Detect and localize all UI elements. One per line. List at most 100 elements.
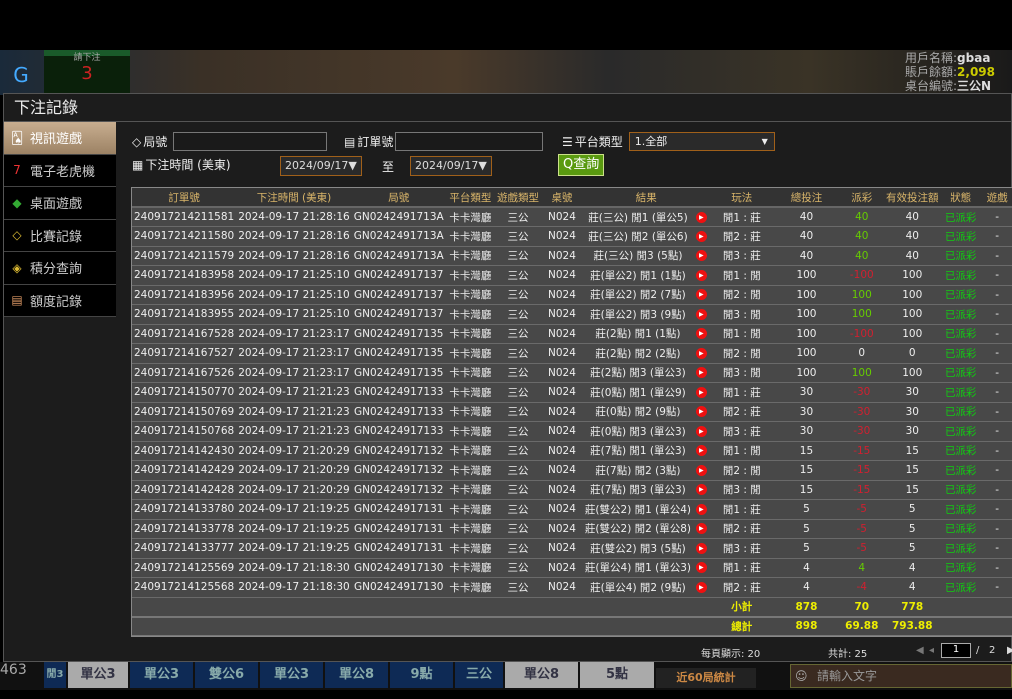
bet-records-modal: 下注記錄 🂡 視訊遊戲 7 電子老虎機 ◆ 桌面遊戲 ◇ 比賽記錄 ◈ 積分查詢 ▤ 額度記錄 ◇ 局號… xyxy=(3,93,1012,662)
cell-9: 40 xyxy=(839,226,885,247)
play-video-icon[interactable]: ▶ xyxy=(695,425,707,437)
prev-page-icon[interactable]: ◂ xyxy=(929,645,935,656)
cell-10: 30 xyxy=(884,402,941,422)
play-video-icon[interactable]: ▶ xyxy=(695,484,707,496)
play-video-icon[interactable]: ▶ xyxy=(695,406,707,418)
column-header: 派彩 xyxy=(839,188,885,208)
cell-9: -100 xyxy=(839,265,885,286)
play-video-icon[interactable]: ▶ xyxy=(695,269,707,281)
cell-3: 卡卡灣廳 xyxy=(445,519,496,539)
cell-2: GN02424917137 xyxy=(351,285,446,305)
cell-0: 240917214150770 xyxy=(132,382,237,403)
list-icon: ☰ xyxy=(562,134,573,149)
first-page-icon[interactable]: ◀ xyxy=(916,645,924,656)
sidebar-item-5[interactable]: ▤ 額度記錄 xyxy=(4,284,116,317)
cell-12: - xyxy=(981,421,1012,442)
road-item: 雙公6 xyxy=(195,662,258,688)
grand-total-row: 總計 898 69.88 793.88 xyxy=(132,616,1012,636)
records-table-container[interactable]: 訂單號 下注時間 (美東) 局號 平台類型 遊戲類型 桌號 結果 玩法 總投注 派彩 有效投注額 狀態… xyxy=(131,187,1012,637)
cell-6: 莊(雙公2) 閒1 (單公4) xyxy=(582,499,694,520)
cell-11: 已派彩 xyxy=(940,421,982,442)
cell-7: 閒1 : 莊 xyxy=(709,558,774,578)
play-video-icon[interactable]: ▶ xyxy=(695,211,707,223)
play-video-icon[interactable]: ▶ xyxy=(695,386,707,398)
play-video-icon[interactable]: ▶ xyxy=(695,581,707,593)
play-video-icon[interactable]: ▶ xyxy=(695,542,707,554)
play-video-icon[interactable]: ▶ xyxy=(695,367,707,379)
cell-3: 卡卡灣廳 xyxy=(445,499,496,520)
cell-0: 240917214142428 xyxy=(132,480,237,500)
cell-12: - xyxy=(981,324,1012,344)
spacer xyxy=(940,616,1012,636)
date-from[interactable]: 2024/09/17▼ xyxy=(280,156,362,176)
cell-6: 莊(三公) 閒3 (5點) xyxy=(582,246,694,266)
cell-3: 卡卡灣廳 xyxy=(445,226,496,247)
sidebar: 🂡 視訊遊戲 7 電子老虎機 ◆ 桌面遊戲 ◇ 比賽記錄 ◈ 積分查詢 ▤ 額度記錄 xyxy=(4,122,116,317)
cell-1: 2024-09-17 21:28:16 xyxy=(236,207,352,227)
sidebar-item-1[interactable]: 7 電子老虎機 xyxy=(4,154,116,187)
cell-7: 閒3 : 莊 xyxy=(709,538,774,559)
cell-11: 已派彩 xyxy=(940,324,982,344)
stats-60-button[interactable]: 近60局統計 xyxy=(656,668,756,688)
cell-10: 40 xyxy=(884,246,941,266)
cell-8: 30 xyxy=(773,402,840,422)
table-row: 240917214150768 2024-09-17 21:21:23 GN0242… xyxy=(132,421,1012,442)
table-row: 240917214142428 2024-09-17 21:20:29 GN0242… xyxy=(132,480,1012,500)
cell-6: 莊(雙公2) 閒2 (單公8) xyxy=(582,519,694,539)
cell-7: 閒2 : 閒 xyxy=(709,285,774,305)
play-video-icon[interactable]: ▶ xyxy=(695,328,707,340)
round-input[interactable] xyxy=(173,132,328,151)
cell-5: N024 xyxy=(540,246,583,266)
cell-10: 100 xyxy=(884,304,941,325)
cell-2: GN02424917132 xyxy=(351,480,446,500)
cell-4: 三公 xyxy=(495,304,541,325)
cell-5: N024 xyxy=(540,441,583,461)
cell-3: 卡卡灣廳 xyxy=(445,304,496,325)
chat-input[interactable]: ☺ 請輸入文字 xyxy=(790,664,1012,688)
order-input[interactable] xyxy=(395,132,544,151)
cell-7: 閒1 : 莊 xyxy=(709,207,774,227)
cell-2: GN02424917131 xyxy=(351,499,446,520)
play-video-icon[interactable]: ▶ xyxy=(695,250,707,262)
next-page-icon[interactable]: ▶ xyxy=(1007,645,1012,656)
order-label: 訂單號 xyxy=(357,135,394,149)
cell-2: GN02424917130 xyxy=(351,577,446,598)
table-label: 桌台編號: xyxy=(905,79,958,93)
cell-4: 三公 xyxy=(495,343,541,364)
play-video-icon[interactable]: ▶ xyxy=(695,230,707,242)
play-video-icon[interactable]: ▶ xyxy=(695,347,707,359)
play-video-icon[interactable]: ▶ xyxy=(695,523,707,535)
query-button[interactable]: Q查詢 xyxy=(558,154,605,176)
play-video-icon[interactable]: ▶ xyxy=(695,503,707,515)
cell-8: 100 xyxy=(773,343,840,364)
play-video-icon[interactable]: ▶ xyxy=(695,562,707,574)
cell-1: 2024-09-17 21:19:25 xyxy=(236,519,352,539)
play-video-icon[interactable]: ▶ xyxy=(695,445,707,457)
play-video-icon[interactable]: ▶ xyxy=(695,289,707,301)
table-row: 240917214142429 2024-09-17 21:20:29 GN0242… xyxy=(132,460,1012,481)
cell-11: 已派彩 xyxy=(940,304,982,325)
cell-3: 卡卡灣廳 xyxy=(445,265,496,286)
platform-select[interactable]: 1.全部 ▼ xyxy=(628,132,775,151)
play-video-icon[interactable]: ▶ xyxy=(695,464,707,476)
page-count: 2 xyxy=(989,645,996,656)
table-id: 三公N xyxy=(957,79,992,93)
cell-3: 卡卡灣廳 xyxy=(445,285,496,305)
cell-1: 2024-09-17 21:20:29 xyxy=(236,480,352,500)
play-video-icon[interactable]: ▶ xyxy=(695,308,707,320)
table-row: 240917214133778 2024-09-17 21:19:25 GN0242… xyxy=(132,519,1012,539)
cell-12: - xyxy=(981,265,1012,286)
sidebar-item-4[interactable]: ◈ 積分查詢 xyxy=(4,252,116,285)
cell-12: - xyxy=(981,402,1012,422)
date-to[interactable]: 2024/09/17▼ xyxy=(410,156,492,176)
page-input[interactable]: 1 xyxy=(941,643,971,658)
cell-7: 閒2 : 莊 xyxy=(709,519,774,539)
bet-countdown: 請下注 3 xyxy=(44,50,130,95)
sidebar-item-0[interactable]: 🂡 視訊遊戲 xyxy=(4,122,116,155)
cell-9: -5 xyxy=(839,519,885,539)
sidebar-item-2[interactable]: ◆ 桌面遊戲 xyxy=(4,187,116,220)
page-sep: / xyxy=(976,645,980,656)
cell-0: 240917214211580 xyxy=(132,226,237,247)
sidebar-item-3[interactable]: ◇ 比賽記錄 xyxy=(4,219,116,252)
column-header: 結果 xyxy=(582,188,710,208)
